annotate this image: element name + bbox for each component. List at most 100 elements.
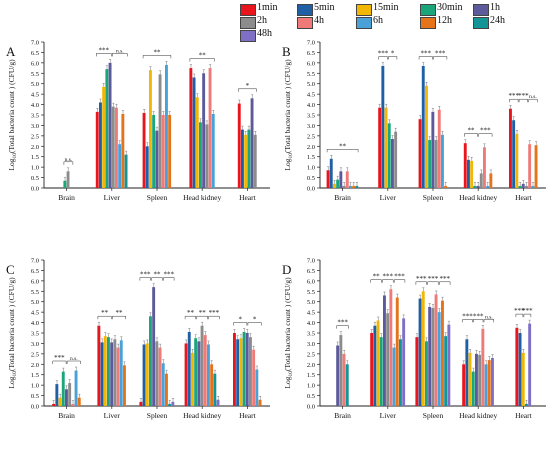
bar-brain-24h	[355, 185, 359, 188]
bar-liver-2h	[113, 339, 117, 406]
significance-bracket	[473, 319, 484, 323]
y-tick-label: 5.5	[31, 71, 39, 78]
y-tick-label: 1.0	[307, 165, 315, 172]
y-tick-label: 4.5	[307, 92, 315, 99]
significance-bracket	[393, 279, 406, 283]
bar-spleen-48h	[171, 401, 175, 406]
y-tick-label: 4.0	[31, 102, 39, 109]
significance-label: n.s.	[529, 94, 537, 100]
x-tick-label: Head kidney	[459, 411, 497, 420]
bar-liver-12h	[123, 365, 126, 406]
bar-heart-30min	[242, 331, 246, 406]
panel-letter: D	[282, 262, 291, 277]
bar-heart-1min	[515, 327, 519, 406]
bar-brain-5min	[329, 158, 333, 188]
significance-label: *	[391, 50, 395, 58]
significance-bracket	[528, 98, 538, 103]
significance-label: *	[238, 316, 242, 324]
bar-spleen-1min	[139, 401, 143, 406]
legend-item-30min: 30min	[420, 2, 500, 16]
significance-bracket	[523, 313, 532, 318]
significance-label: **	[154, 48, 162, 56]
bar-brain-12h	[352, 185, 356, 188]
y-tick-label: 0.5	[31, 393, 39, 400]
x-tick-label: Heart	[239, 411, 257, 420]
bar-spleen-1h	[152, 287, 156, 406]
bar-spleen-6h	[161, 363, 165, 406]
bar-liver-15min	[376, 320, 380, 406]
bar-head-kidney-30min	[194, 338, 198, 406]
y-tick-label: 4.0	[307, 320, 315, 327]
bar-spleen-15min	[145, 343, 149, 406]
bar-liver-15min	[384, 107, 388, 188]
significance-label: ***	[378, 50, 389, 58]
significance-bracket	[415, 281, 427, 285]
legend-swatch	[240, 30, 256, 42]
bar-liver-5min	[381, 65, 385, 188]
y-tick-label: 4.5	[307, 310, 315, 317]
y-tick-label: 3.5	[307, 113, 315, 120]
bar-head-kidney-4h	[203, 335, 207, 406]
y-tick-label: 3.0	[307, 123, 315, 130]
bar-heart-6h	[255, 369, 259, 406]
bar-brain-1h	[336, 345, 340, 406]
significance-label: ***	[337, 319, 348, 327]
legend-swatch	[297, 17, 313, 29]
significance-label: **	[154, 271, 162, 279]
significance-bracket	[515, 313, 524, 318]
bar-spleen-15min	[149, 70, 152, 188]
bar-brain-6h	[74, 370, 78, 406]
bar-liver-6h	[118, 144, 122, 188]
y-tick-label: 6.0	[31, 60, 39, 67]
y-tick-label: 6.5	[307, 50, 315, 57]
significance-label: ***	[383, 273, 394, 281]
significance-bracket	[151, 277, 163, 281]
x-tick-label: Head kidney	[183, 411, 221, 420]
y-axis-label: Log10(Total bacteria count ) (CFU/g)	[283, 277, 294, 389]
significance-label: ***	[518, 92, 529, 100]
legend-label: 15min	[373, 2, 399, 13]
bar-head-kidney-2h	[205, 124, 209, 188]
bar-head-kidney-1h	[202, 73, 206, 188]
legend-item-4h: 4h	[297, 15, 377, 29]
bar-spleen-5min	[421, 65, 425, 188]
bar-spleen-1h	[428, 306, 432, 406]
bar-brain-1min	[326, 170, 330, 188]
y-tick-label: 5.5	[307, 289, 315, 296]
bar-heart-24h	[525, 403, 528, 406]
legend-item-6h: 6h	[356, 15, 436, 29]
bar-brain-4h	[71, 403, 75, 406]
bar-heart-12h	[258, 399, 262, 406]
significance-label: ***	[462, 312, 473, 320]
bar-head-kidney-12h	[489, 173, 493, 188]
y-tick-label: 0.5	[307, 175, 315, 182]
bar-liver-1min	[378, 107, 382, 188]
significance-bracket	[509, 98, 519, 103]
significance-label: ***	[514, 307, 525, 315]
significance-bracket	[96, 53, 112, 57]
bar-brain-30min	[336, 179, 340, 188]
y-tick-label: 4.5	[31, 92, 39, 99]
bar-head-kidney-5min	[467, 159, 470, 188]
bar-head-kidney-5min	[192, 77, 196, 188]
bar-spleen-12h	[444, 185, 448, 188]
y-axis-label: Log10(Total bacteria count ) (CFU/g)	[283, 59, 294, 171]
bar-liver-5min	[99, 102, 102, 188]
bar-liver-12h	[121, 113, 125, 188]
bar-brain-1h	[339, 171, 343, 188]
bar-heart-15min	[244, 134, 248, 188]
bar-head-kidney-48h	[491, 358, 494, 406]
bar-heart-5min	[512, 120, 516, 188]
bar-liver-24h	[399, 339, 402, 406]
significance-label: ***	[473, 312, 484, 320]
significance-bracket	[112, 315, 126, 320]
y-tick-label: 6.5	[307, 268, 315, 275]
legend-label: 4h	[314, 15, 324, 26]
bar-spleen-12h	[168, 115, 172, 188]
bar-brain-12h	[77, 397, 81, 406]
bar-spleen-4h	[161, 115, 165, 188]
bar-spleen-6h	[165, 64, 168, 188]
bar-brain-15min	[333, 183, 336, 188]
significance-label: ***	[416, 275, 427, 283]
